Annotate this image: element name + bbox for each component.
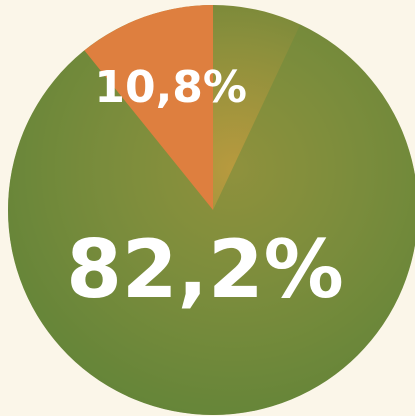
- value-label: 10,8%: [94, 62, 247, 113]
- pie-slice: [8, 24, 415, 415]
- slices: [8, 5, 415, 415]
- labels: 10,8% 82,2%: [66, 62, 344, 316]
- value-label: 82,2%: [66, 223, 344, 316]
- pie-slice: [84, 5, 213, 210]
